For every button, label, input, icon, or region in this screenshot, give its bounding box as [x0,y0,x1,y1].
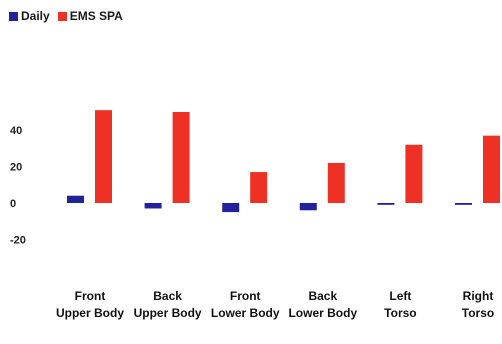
bar-ems-spa [250,172,268,203]
legend-item-daily: Daily [9,9,50,23]
bar-ems-spa [483,135,500,203]
y-tick-label: 20 [10,162,22,174]
x-category-label-line: Back [153,289,182,303]
legend-label-ems-spa: EMS SPA [69,9,123,23]
y-tick-label: 0 [10,198,16,210]
x-category-label-line: Left [389,289,411,303]
x-category-label-line: Torso [384,306,416,320]
x-category-label-line: Front [230,289,261,303]
bar-daily [377,203,395,205]
bar-ems-spa [95,110,112,203]
bar-daily [222,203,240,213]
legend-swatch-daily [9,11,18,21]
x-category-label-line: Front [75,289,106,303]
x-category-label-line: Lower Body [211,306,280,320]
x-category-label: Front Upper Body [56,289,124,320]
chart-legend: Daily EMS SPA [9,9,131,23]
bar-ems-spa [172,112,190,203]
x-category-label: Back Lower Body [288,289,357,320]
x-category-label-line: Lower Body [288,306,357,320]
bar-daily [67,195,84,203]
x-category-label-line: Right [463,289,494,303]
x-category-label: Right Torso [462,289,494,320]
x-category-label-line: Upper Body [134,306,202,320]
y-tick-label: 40 [10,125,22,137]
x-category-label-line: Torso [462,306,494,320]
bar-daily [455,203,472,205]
x-category-label: Left Torso [384,289,416,320]
x-category-label: Front Lower Body [211,289,280,320]
legend-item-ems-spa: EMS SPA [57,9,123,23]
x-category-label-line: Back [308,289,337,303]
legend-swatch-ems-spa [57,11,67,21]
x-category-label-line: Upper Body [56,306,124,320]
y-tick-label: -20 [10,234,26,246]
bar-ems-spa [405,144,423,203]
bar-daily [299,203,317,211]
bar-ems-spa [327,162,345,203]
x-category-label: Back Upper Body [134,289,202,320]
legend-label-daily: Daily [21,9,50,23]
bar-daily [144,203,162,209]
